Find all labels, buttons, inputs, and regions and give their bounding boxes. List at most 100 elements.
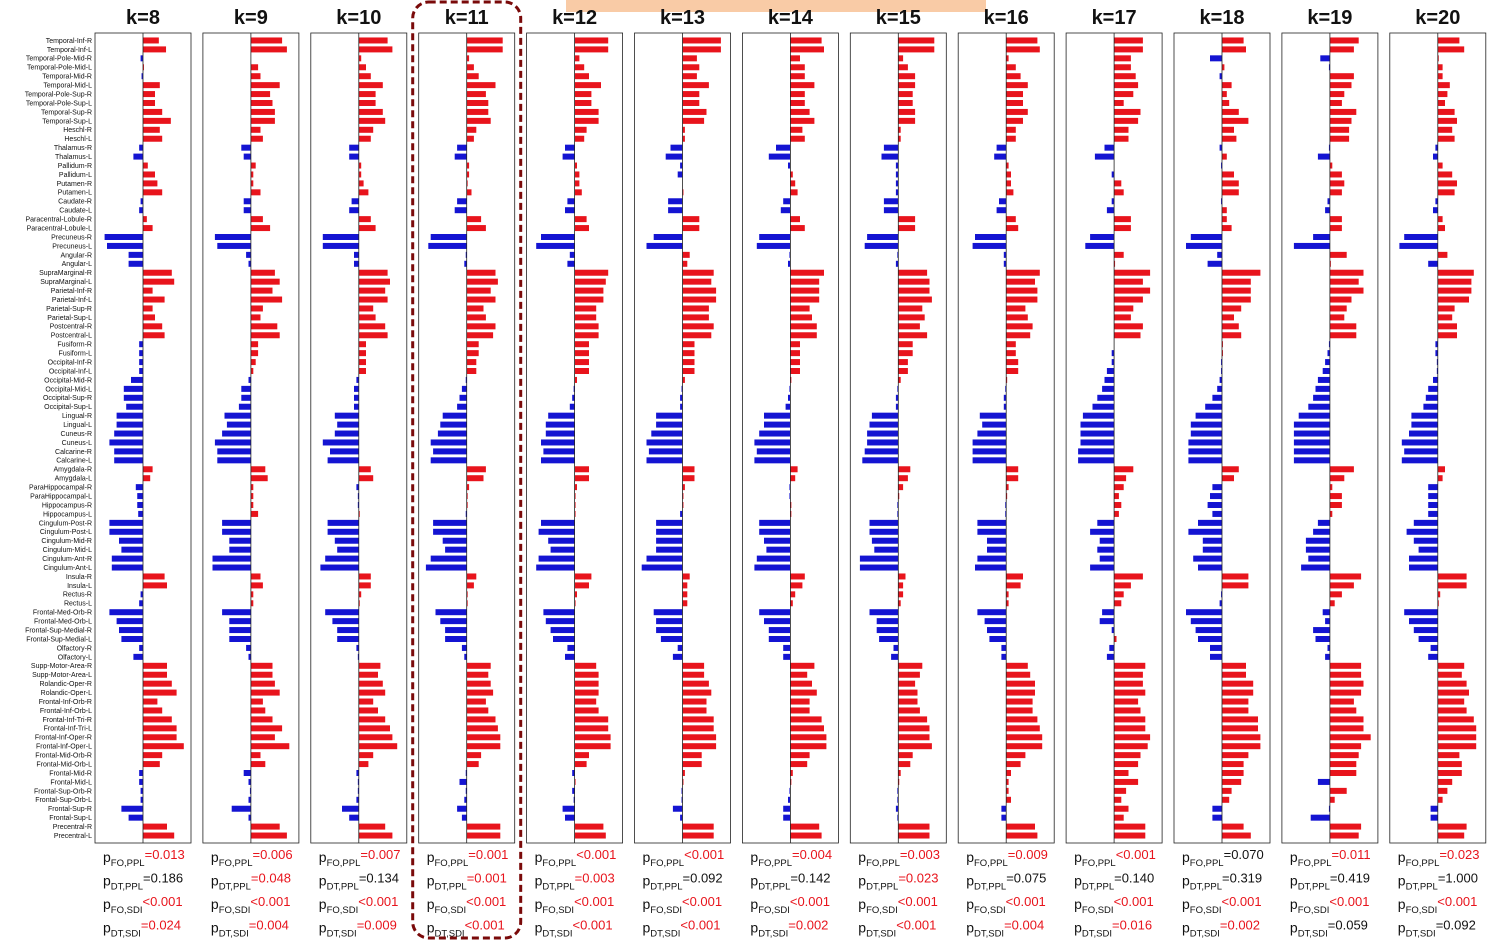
p-value: pFO,PPL=0.007 — [319, 847, 401, 869]
bar — [574, 162, 577, 169]
p-symbol: p — [1074, 920, 1082, 936]
p-operator: < — [1329, 894, 1337, 909]
bar — [1329, 108, 1357, 115]
bar — [790, 778, 792, 785]
bar — [898, 332, 928, 339]
bar — [135, 484, 143, 491]
p-number: 0.001 — [476, 847, 509, 862]
bar — [241, 394, 251, 401]
bar — [334, 537, 359, 544]
bar — [1329, 162, 1333, 169]
p-value: pFO,PPL=0.070 — [1182, 847, 1264, 869]
bar — [776, 144, 791, 151]
bar — [759, 519, 791, 526]
highlight-box — [411, 0, 523, 940]
bar — [466, 46, 503, 53]
p-number: 1.000 — [1445, 871, 1478, 886]
bar — [1188, 448, 1222, 455]
p-subscript: FO,PPL — [1190, 858, 1224, 869]
bar — [1329, 680, 1364, 687]
bar — [243, 770, 251, 776]
bar — [1413, 537, 1438, 544]
bar — [1001, 644, 1007, 651]
bar — [1437, 162, 1443, 169]
bar — [139, 600, 143, 607]
bar — [1078, 448, 1115, 455]
bar — [1222, 278, 1251, 285]
bar — [358, 510, 360, 517]
bar — [783, 653, 791, 660]
bar — [1114, 82, 1139, 89]
bar — [1305, 537, 1330, 544]
p-subscript: FO,PPL — [866, 858, 900, 869]
bar — [466, 600, 468, 607]
bar — [1430, 814, 1438, 821]
bar — [1437, 323, 1457, 330]
p-subscript: DT,SDI — [434, 929, 464, 940]
p-symbol: p — [1398, 849, 1406, 865]
bar — [1005, 385, 1007, 392]
bar — [250, 323, 278, 330]
bar — [1114, 37, 1143, 44]
bar — [898, 91, 913, 98]
bar — [1001, 814, 1007, 821]
bar — [682, 135, 685, 142]
bar — [250, 100, 273, 106]
bar — [682, 189, 684, 196]
bar — [1329, 662, 1362, 669]
p-value: pFO,PPL=0.003 — [858, 847, 940, 869]
bar — [1114, 323, 1143, 330]
bar — [1202, 537, 1222, 544]
bar — [790, 73, 805, 80]
bar — [682, 832, 714, 839]
bar — [1435, 198, 1438, 205]
bar — [573, 385, 575, 392]
bar — [466, 680, 491, 687]
bar — [790, 368, 800, 374]
bar — [121, 636, 143, 642]
bar — [670, 144, 683, 151]
bar — [680, 394, 683, 401]
bar — [574, 573, 592, 580]
bar — [143, 135, 163, 142]
bar — [898, 591, 904, 598]
bar — [682, 725, 714, 732]
bar — [790, 582, 803, 589]
bar — [1329, 707, 1357, 714]
region-label: Cingulum-Mid-R — [41, 538, 92, 545]
bar — [572, 394, 575, 401]
panel-title: k=16 — [984, 7, 1029, 29]
bar — [656, 546, 683, 553]
bar — [250, 269, 275, 276]
bar — [898, 216, 916, 223]
bar — [250, 510, 259, 517]
p-subscript: FO,SDI — [1298, 905, 1330, 916]
bar — [143, 323, 163, 330]
bar — [898, 582, 904, 589]
region-label: Precuneus-L — [52, 243, 92, 250]
bar — [250, 287, 273, 294]
bar — [1006, 180, 1011, 187]
bar — [764, 421, 791, 428]
p-subscript: FO,PPL — [219, 858, 253, 869]
bar — [1325, 359, 1330, 366]
bar — [1301, 564, 1330, 571]
bar — [466, 752, 482, 759]
bar — [1322, 609, 1330, 616]
region-label: Occipital-Inf-L — [49, 368, 92, 375]
bar — [574, 832, 606, 839]
bar — [337, 627, 359, 634]
bar — [1329, 180, 1345, 187]
bar — [682, 493, 684, 500]
bar — [1006, 64, 1016, 71]
bar — [1437, 117, 1457, 124]
p-symbol: p — [1398, 920, 1406, 936]
region-label: Paracentral-Lobule-L — [27, 225, 92, 232]
bar — [1437, 278, 1472, 285]
bar — [790, 135, 805, 142]
region-label: Postcentral-L — [51, 333, 92, 340]
p-symbol: p — [966, 920, 974, 936]
p-value: pDT,PPL=0.142 — [750, 871, 830, 893]
bar — [358, 680, 383, 687]
bar — [1436, 359, 1438, 366]
